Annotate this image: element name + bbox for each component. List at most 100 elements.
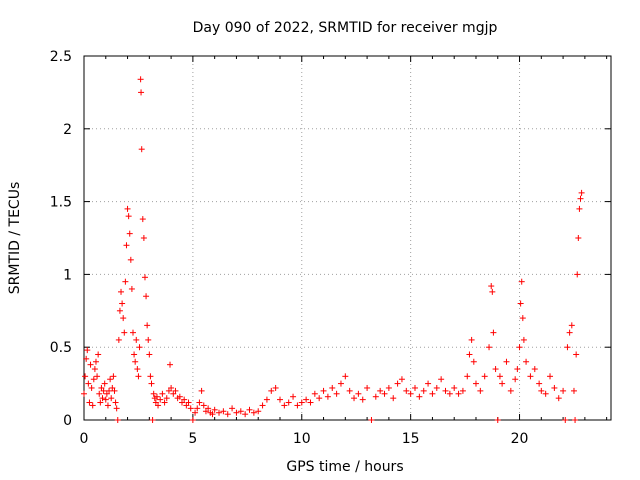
data-points bbox=[81, 76, 585, 423]
data-point bbox=[101, 380, 108, 387]
data-point bbox=[316, 395, 323, 402]
data-point bbox=[551, 384, 558, 391]
data-point bbox=[433, 384, 440, 391]
x-tick-label: 0 bbox=[80, 431, 89, 447]
data-point bbox=[272, 384, 279, 391]
data-point bbox=[157, 396, 164, 403]
data-point bbox=[95, 351, 102, 358]
data-point bbox=[128, 285, 135, 292]
grid-lines bbox=[84, 56, 611, 420]
data-point bbox=[250, 409, 257, 416]
data-point bbox=[294, 402, 301, 409]
data-point bbox=[342, 373, 349, 380]
data-point bbox=[527, 373, 534, 380]
data-point bbox=[451, 384, 458, 391]
data-point bbox=[216, 409, 223, 416]
data-point bbox=[116, 307, 123, 314]
data-point bbox=[133, 336, 140, 343]
data-point bbox=[324, 393, 331, 400]
data-point bbox=[119, 300, 126, 307]
data-point bbox=[470, 358, 477, 365]
data-point bbox=[372, 393, 379, 400]
data-point bbox=[129, 329, 136, 336]
data-point bbox=[147, 373, 154, 380]
data-point bbox=[303, 396, 310, 403]
data-point bbox=[499, 380, 506, 387]
data-point bbox=[477, 387, 484, 394]
data-point bbox=[110, 373, 117, 380]
data-point bbox=[577, 195, 584, 202]
data-point bbox=[407, 390, 414, 397]
data-point bbox=[394, 380, 401, 387]
data-point bbox=[118, 288, 125, 295]
data-point bbox=[125, 213, 132, 220]
data-point bbox=[100, 387, 107, 394]
data-point bbox=[290, 393, 297, 400]
data-point bbox=[492, 366, 499, 373]
y-axis-label: SRMTID / TECUs bbox=[7, 182, 23, 295]
data-point bbox=[168, 384, 175, 391]
data-point bbox=[196, 399, 203, 406]
data-point bbox=[192, 409, 199, 416]
data-point bbox=[121, 329, 128, 336]
x-tick-labels: 0 5 10 15 20 bbox=[80, 431, 529, 447]
data-point bbox=[398, 376, 405, 383]
x-tick-label: 15 bbox=[402, 431, 420, 447]
data-point bbox=[486, 344, 493, 351]
data-point bbox=[209, 411, 216, 418]
data-point bbox=[488, 283, 495, 290]
data-point bbox=[566, 329, 573, 336]
data-point bbox=[141, 274, 148, 281]
data-point bbox=[531, 366, 538, 373]
data-point bbox=[377, 387, 384, 394]
data-point bbox=[89, 402, 96, 409]
data-point bbox=[574, 271, 581, 278]
data-point bbox=[578, 189, 585, 196]
data-point bbox=[94, 373, 101, 380]
data-point bbox=[519, 315, 526, 322]
data-point bbox=[517, 300, 524, 307]
data-point bbox=[512, 376, 519, 383]
data-point bbox=[246, 406, 253, 413]
data-point bbox=[96, 390, 103, 397]
data-point bbox=[459, 387, 466, 394]
data-point bbox=[144, 322, 151, 329]
data-point bbox=[242, 411, 249, 418]
data-point bbox=[572, 417, 579, 423]
data-point bbox=[307, 399, 314, 406]
data-point bbox=[489, 288, 496, 295]
data-point bbox=[333, 390, 340, 397]
data-point bbox=[99, 395, 106, 402]
data-point bbox=[82, 373, 89, 380]
data-point bbox=[507, 387, 514, 394]
data-point bbox=[134, 366, 141, 373]
data-point bbox=[514, 366, 521, 373]
data-point bbox=[127, 256, 134, 263]
data-point bbox=[412, 384, 419, 391]
data-point bbox=[233, 409, 240, 416]
data-point bbox=[112, 399, 119, 406]
x-tick-label: 10 bbox=[293, 431, 311, 447]
data-point bbox=[385, 384, 392, 391]
data-point bbox=[442, 387, 449, 394]
data-point bbox=[368, 417, 375, 423]
x-axis-label: GPS time / hours bbox=[286, 459, 403, 475]
data-point bbox=[81, 390, 87, 397]
data-point bbox=[124, 205, 131, 212]
data-point bbox=[189, 417, 196, 423]
data-point bbox=[359, 396, 366, 403]
data-point bbox=[153, 393, 160, 400]
x-tick-label: 5 bbox=[188, 431, 197, 447]
data-point bbox=[145, 336, 152, 343]
data-point bbox=[102, 396, 109, 403]
data-point bbox=[472, 380, 479, 387]
data-point bbox=[570, 387, 577, 394]
data-point bbox=[224, 411, 231, 418]
data-point bbox=[538, 387, 545, 394]
data-point bbox=[86, 399, 93, 406]
data-point bbox=[555, 395, 562, 402]
data-point bbox=[466, 351, 473, 358]
data-point bbox=[420, 387, 427, 394]
data-point bbox=[329, 384, 336, 391]
data-point bbox=[568, 322, 575, 329]
